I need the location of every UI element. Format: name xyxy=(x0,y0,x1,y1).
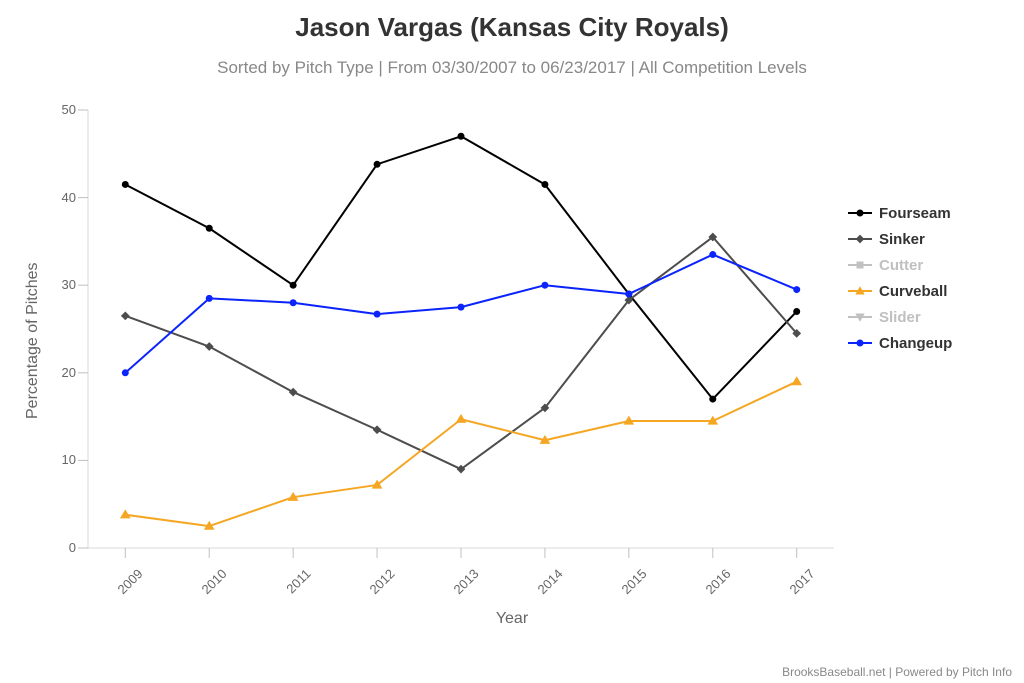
legend-label: Changeup xyxy=(879,335,952,352)
legend-swatch xyxy=(848,336,872,350)
legend-swatch xyxy=(848,232,872,246)
legend-label: Fourseam xyxy=(879,205,951,222)
legend-swatch xyxy=(848,258,872,272)
chart-container: Jason Vargas (Kansas City Royals) Sorted… xyxy=(0,0,1024,683)
legend-label: Curveball xyxy=(879,283,947,300)
series-line-curveball xyxy=(125,382,796,527)
legend-label: Slider xyxy=(879,309,921,326)
credits: BrooksBaseball.net | Powered by Pitch In… xyxy=(782,665,1012,679)
series-line-fourseam xyxy=(125,136,796,399)
legend-item-fourseam[interactable]: Fourseam xyxy=(848,200,952,226)
legend-label: Sinker xyxy=(879,231,925,248)
legend-label: Cutter xyxy=(879,257,923,274)
legend: Fourseam Sinker Cutter Curveball Slider Chang… xyxy=(848,200,952,356)
series-line-sinker xyxy=(125,237,796,469)
legend-item-curveball[interactable]: Curveball xyxy=(848,278,952,304)
legend-swatch xyxy=(848,284,872,298)
legend-swatch xyxy=(848,206,872,220)
legend-item-cutter[interactable]: Cutter xyxy=(848,252,952,278)
legend-item-slider[interactable]: Slider xyxy=(848,304,952,330)
legend-item-changeup[interactable]: Changeup xyxy=(848,330,952,356)
legend-swatch xyxy=(848,310,872,324)
legend-item-sinker[interactable]: Sinker xyxy=(848,226,952,252)
